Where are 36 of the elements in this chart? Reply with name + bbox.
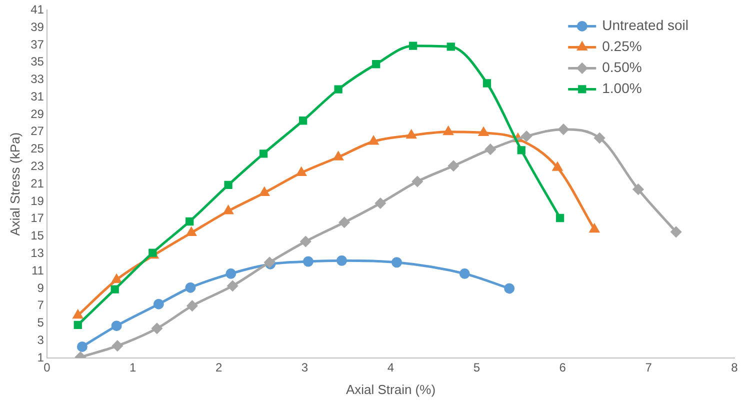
y-tick-label: 1 bbox=[37, 350, 44, 364]
y-tick-label: 17 bbox=[30, 211, 44, 226]
y-tick-label: 15 bbox=[30, 228, 44, 243]
x-tick-label: 4 bbox=[387, 360, 394, 375]
x-axis-title: Axial Strain (%) bbox=[346, 382, 436, 397]
y-axis-title: Axial Stress (kPa) bbox=[7, 132, 22, 236]
y-tick-label: 35 bbox=[30, 54, 44, 69]
y-tick-label: 41 bbox=[30, 2, 44, 17]
y-tick-label: 39 bbox=[30, 20, 44, 34]
y-tick-label: 25 bbox=[30, 142, 44, 156]
y-tick-label: 7 bbox=[37, 298, 44, 312]
x-tick-label: 2 bbox=[215, 360, 222, 375]
y-tick-label: 33 bbox=[30, 72, 44, 86]
y-tick-label: 23 bbox=[30, 159, 44, 174]
x-tick-label: 7 bbox=[645, 360, 652, 375]
y-tick-label: 19 bbox=[30, 194, 44, 208]
y-tick-label: 11 bbox=[31, 263, 44, 278]
y-tick-label: 13 bbox=[30, 246, 44, 260]
legend-label: 0.50% bbox=[602, 59, 642, 76]
legend-label: 1.00% bbox=[602, 80, 642, 96]
y-tick-label: 21 bbox=[30, 176, 44, 190]
y-tick-label: 31 bbox=[30, 89, 44, 104]
x-tick-label: 0 bbox=[44, 360, 51, 375]
legend-label: Untreated soil bbox=[602, 17, 689, 34]
x-tick-label: 3 bbox=[301, 360, 308, 375]
y-tick-label: 3 bbox=[37, 332, 44, 347]
x-tick-label: 5 bbox=[473, 360, 480, 375]
y-tick-label: 29 bbox=[30, 106, 44, 121]
legend-label: 0.25% bbox=[602, 38, 642, 54]
y-tick-label: 37 bbox=[30, 37, 44, 52]
y-tick-label: 27 bbox=[30, 124, 44, 138]
x-tick-label: 6 bbox=[559, 360, 566, 375]
y-tick-label: 9 bbox=[37, 280, 44, 295]
y-tick-label: 5 bbox=[37, 316, 44, 330]
x-tick-label: 1 bbox=[130, 360, 137, 375]
x-tick-label: 8 bbox=[731, 360, 738, 375]
